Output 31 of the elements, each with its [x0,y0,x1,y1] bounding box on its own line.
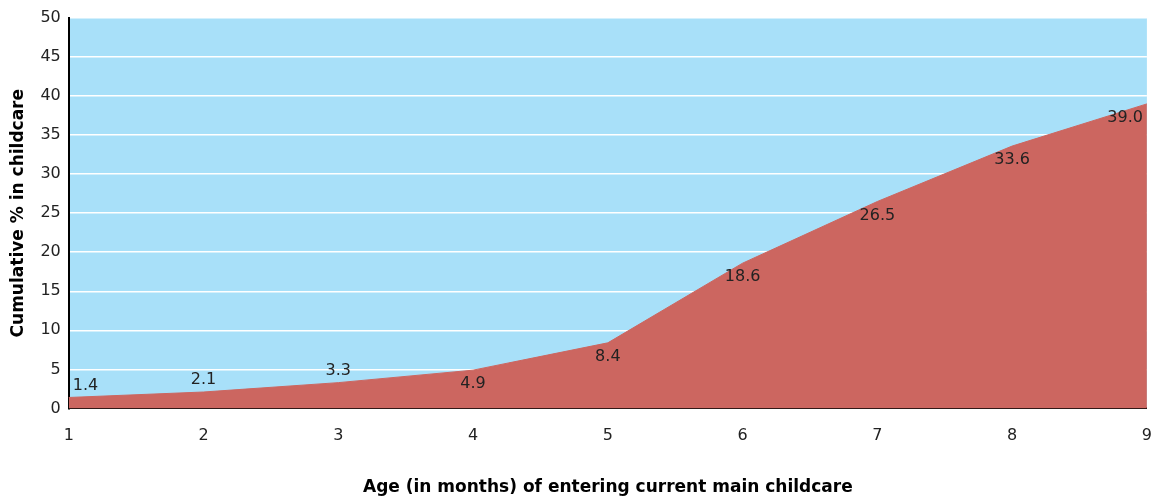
x-tick-label: 2 [198,425,209,445]
data-label: 4.9 [460,373,486,393]
data-label: 8.4 [595,345,621,365]
x-tick-label: 5 [602,425,613,445]
x-axis-title: Age (in months) of entering current main childcare [362,476,853,497]
data-label: 3.3 [325,359,352,379]
y-tick-label: 5 [50,358,61,378]
data-label: 39.0 [1107,107,1143,127]
data-label: 26.5 [859,204,896,224]
y-tick-label: 50 [40,7,61,27]
y-tick-label: 0 [50,397,61,417]
y-tick-label: 15 [40,280,61,300]
x-tick-label: 3 [333,425,344,445]
y-tick-label: 20 [40,241,61,261]
data-label: 18.6 [724,266,761,286]
x-tick-label: 8 [1007,425,1018,445]
y-tick-label: 30 [40,163,61,183]
x-tick-label: 9 [1141,425,1152,445]
x-tick-label: 7 [872,425,883,445]
y-tick-label: 45 [40,46,61,66]
y-tick-label: 10 [40,319,61,339]
data-label: 2.1 [190,369,217,389]
y-axis-title: Cumulative % in childcare [6,88,27,338]
data-label: 33.6 [994,149,1030,169]
y-tick-label: 40 [40,85,61,105]
data-label: 1.4 [72,374,99,394]
x-tick-label: 1 [63,425,74,445]
y-tick-label: 25 [40,202,61,222]
x-tick-label: 4 [467,425,479,445]
x-tick-label: 6 [737,425,748,445]
y-tick-label: 35 [40,124,61,144]
